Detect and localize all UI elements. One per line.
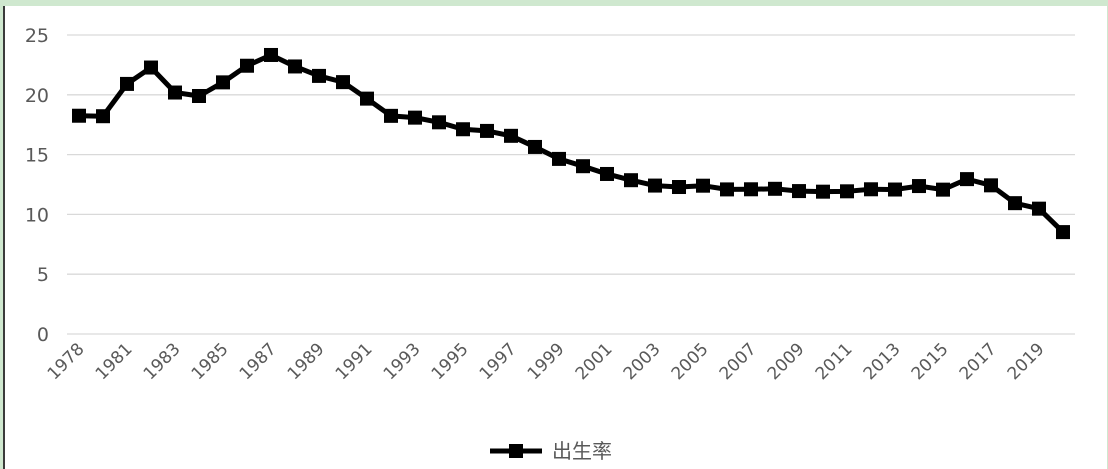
data-point xyxy=(384,108,398,123)
data-point xyxy=(720,182,734,197)
data-point xyxy=(936,182,950,197)
data-point xyxy=(744,182,758,197)
data-point xyxy=(1032,201,1046,216)
data-point xyxy=(1056,225,1070,240)
x-tick-label: 2009 xyxy=(764,339,809,384)
x-tick-label: 1983 xyxy=(140,339,185,384)
x-tick-label: 1999 xyxy=(524,339,569,384)
data-point xyxy=(816,184,830,199)
data-point xyxy=(552,151,566,166)
data-point xyxy=(576,159,590,174)
data-point xyxy=(504,128,518,143)
data-point xyxy=(672,180,686,195)
data-point xyxy=(600,166,614,181)
data-point xyxy=(840,184,854,199)
data-point xyxy=(216,75,230,90)
data-point xyxy=(480,123,494,138)
data-point xyxy=(864,182,878,197)
x-tick-label: 2019 xyxy=(1004,339,1049,384)
y-tick-label: 10 xyxy=(25,204,49,226)
y-tick-label: 0 xyxy=(37,324,49,346)
data-point xyxy=(144,60,158,75)
data-point xyxy=(648,178,662,193)
x-tick-label: 2007 xyxy=(716,339,761,384)
y-tick-label: 25 xyxy=(25,25,49,47)
x-tick-label: 2015 xyxy=(908,339,953,384)
data-point xyxy=(624,173,638,188)
x-tick-label: 1985 xyxy=(188,339,233,384)
data-point xyxy=(264,47,278,62)
data-point xyxy=(168,85,182,100)
data-point xyxy=(888,182,902,197)
data-point xyxy=(528,139,542,154)
x-tick-label: 1997 xyxy=(476,339,521,384)
x-tick-label: 2005 xyxy=(668,339,713,384)
y-tick-label: 15 xyxy=(25,145,49,167)
data-point xyxy=(192,88,206,103)
data-point xyxy=(984,178,998,193)
data-point xyxy=(72,108,86,123)
data-point xyxy=(120,76,134,91)
data-point xyxy=(240,58,254,73)
data-point xyxy=(960,172,974,187)
x-tick-label: 1991 xyxy=(332,339,377,384)
x-tick-label: 2013 xyxy=(860,339,905,384)
data-point xyxy=(792,184,806,199)
x-tick-label: 1993 xyxy=(380,339,425,384)
x-tick-label: 2017 xyxy=(956,339,1001,384)
legend-label: 出生率 xyxy=(552,439,612,463)
legend-marker-icon xyxy=(509,444,523,458)
data-point xyxy=(288,59,302,74)
x-tick-label: 1978 xyxy=(44,339,89,384)
chart-area: 0 5 10 15 20 25 1978 1981 1983 1985 1987 1989 1991 1… xyxy=(3,6,1107,469)
data-point xyxy=(408,110,422,125)
data-point xyxy=(768,181,782,196)
data-point xyxy=(1008,196,1022,211)
data-point xyxy=(696,178,710,193)
data-point xyxy=(336,75,350,90)
data-point xyxy=(432,115,446,130)
data-point xyxy=(360,91,374,106)
x-tick-label: 1981 xyxy=(92,339,137,384)
data-point xyxy=(912,179,926,194)
data-point xyxy=(96,109,110,124)
data-point xyxy=(456,122,470,137)
y-tick-label: 20 xyxy=(25,85,49,107)
x-tick-label: 1995 xyxy=(428,339,473,384)
x-tick-label: 1989 xyxy=(284,339,329,384)
legend: 出生率 xyxy=(490,439,612,463)
x-tick-label: 2001 xyxy=(572,339,617,384)
data-point xyxy=(312,68,326,83)
x-tick-label: 1987 xyxy=(236,339,281,384)
y-tick-label: 5 xyxy=(37,264,49,286)
x-tick-label: 2003 xyxy=(620,339,665,384)
x-tick-label: 2011 xyxy=(812,339,857,384)
